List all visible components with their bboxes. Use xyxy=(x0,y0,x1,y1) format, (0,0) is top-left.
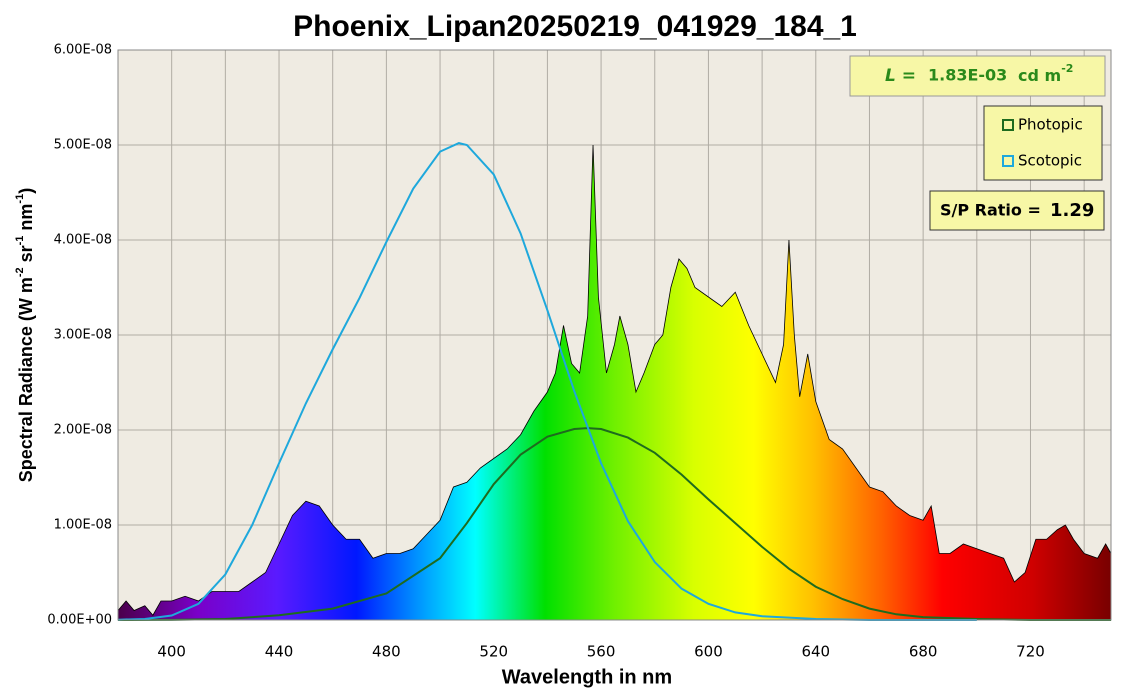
x-tick-label: 560 xyxy=(587,643,616,661)
y-axis-title-exponent: -1 xyxy=(14,194,26,204)
y-axis-title-part: sr xyxy=(16,245,36,267)
series-line xyxy=(117,427,1111,621)
sp-ratio-box xyxy=(929,190,1105,231)
x-tick-label: 520 xyxy=(479,643,508,661)
x-tick-label: 680 xyxy=(909,643,938,661)
x-tick-label: 400 xyxy=(157,643,186,661)
x-tick-label: 600 xyxy=(694,643,723,661)
x-axis-title: Wavelength in nm xyxy=(502,666,672,688)
y-tick-label: 4.00E-08 xyxy=(54,233,112,248)
unit: cd m xyxy=(1018,66,1061,85)
luminance-unit: cd m-2 xyxy=(1018,62,1073,85)
y-axis-title-part: Spectral Radiance (W m xyxy=(16,277,36,482)
sp-ratio-label: S/P Ratio = xyxy=(940,201,1041,220)
y-tick-label: 6.00E-08 xyxy=(54,43,112,58)
spectrum-area xyxy=(117,144,1112,621)
y-axis-title-exponent: -1 xyxy=(14,236,26,246)
y-axis-title-part: nm xyxy=(16,204,36,236)
y-tick-label: 2.00E-08 xyxy=(54,423,112,438)
x-tick-label: 720 xyxy=(1016,643,1045,661)
y-tick-label: 0.00E+00 xyxy=(47,613,112,628)
luminance-label: L = xyxy=(885,66,916,86)
series-line xyxy=(117,142,977,621)
x-tick-label: 640 xyxy=(801,643,830,661)
x-tick-label: 440 xyxy=(265,643,294,661)
legend-swatch xyxy=(1002,155,1014,167)
y-tick-label: 5.00E-08 xyxy=(54,138,112,153)
plot-frame xyxy=(117,49,1112,621)
legend-label: Photopic xyxy=(1018,116,1083,134)
chart-title: Phoenix_Lipan20250219_041929_184_1 xyxy=(293,10,857,43)
y-axis-title: Spectral Radiance (W m-2 sr-1 nm-1) xyxy=(14,188,36,482)
sp-ratio-value: 1.29 xyxy=(1050,200,1094,221)
legend-swatch xyxy=(1002,119,1014,131)
luminance-value: 1.83E-03 xyxy=(928,66,1007,85)
legend-label: Scotopic xyxy=(1018,152,1082,170)
legend xyxy=(983,105,1103,181)
y-axis-title-part: ) xyxy=(16,188,36,194)
x-tick-label: 480 xyxy=(372,643,401,661)
y-tick-label: 1.00E-08 xyxy=(54,518,112,533)
y-axis-title-exponent: -2 xyxy=(14,267,26,277)
y-tick-label: 3.00E-08 xyxy=(54,328,112,343)
unit-exponent: -2 xyxy=(1061,62,1073,75)
luminance-box xyxy=(849,55,1106,97)
